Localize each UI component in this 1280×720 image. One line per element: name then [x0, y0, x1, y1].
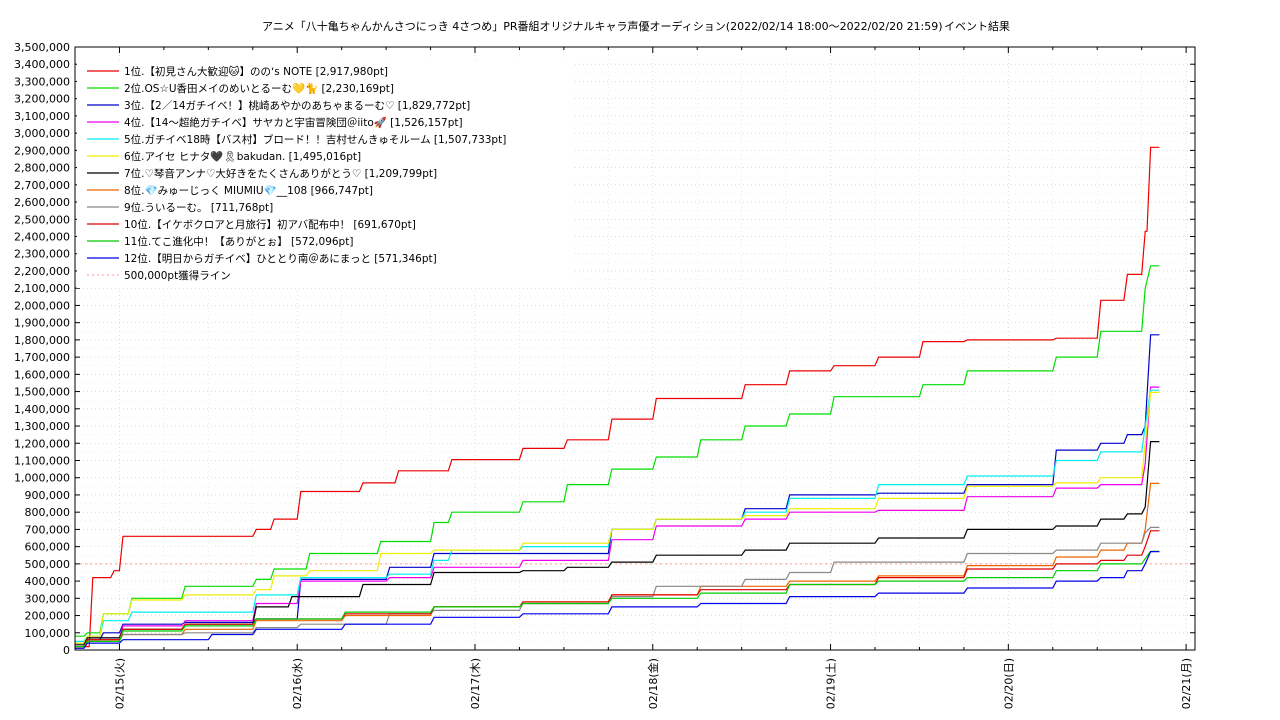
y-tick-label: 2,300,000 — [14, 248, 70, 261]
y-tick-label: 400,000 — [25, 575, 71, 588]
series-line-12 — [75, 550, 1160, 649]
y-tick-label: 1,600,000 — [14, 368, 70, 381]
y-tick-label: 2,400,000 — [14, 231, 70, 244]
y-tick-label: 2,700,000 — [14, 179, 70, 192]
y-tick-label: 900,000 — [25, 489, 71, 502]
y-tick-label: 1,500,000 — [14, 386, 70, 399]
y-tick-label: 200,000 — [25, 610, 71, 623]
y-tick-label: 0 — [63, 644, 70, 657]
legend-label-12: 12位.【明日からガチイベ】ひととり南＠あにまっと [571,346pt] — [124, 252, 437, 265]
legend-background — [77, 60, 572, 288]
y-tick-label: 3,500,000 — [14, 41, 70, 54]
legend: 1位.【初見さん大歓迎🐱】ののʻs NOTE [2,917,980pt] 2位.O… — [77, 60, 572, 288]
x-tick-label: 02/19(土) — [825, 658, 838, 709]
y-tick-label: 1,700,000 — [14, 351, 70, 364]
y-tick-label: 1,200,000 — [14, 437, 70, 450]
legend-label-2: 2位.OS☆U香田メイのめいとるーむ💛🐈 [2,230,169pt] — [124, 82, 394, 95]
legend-label-9: 9位.ういるーむ。 [711,768pt] — [124, 201, 273, 214]
chart-subtitle: イベント結果 — [944, 19, 1010, 33]
y-tick-label: 2,600,000 — [14, 196, 70, 209]
chart-title: アニメ「八十亀ちゃんかんさつにっき 4さつめ」PR番組オリジナルキャラ声優オーデ… — [262, 19, 943, 33]
y-tick-label: 2,100,000 — [14, 282, 70, 295]
series-line-7 — [75, 441, 1160, 646]
y-tick-label: 500,000 — [25, 558, 71, 571]
series-layer — [75, 146, 1160, 649]
series-line-11 — [75, 550, 1160, 648]
legend-label-1: 1位.【初見さん大歓迎🐱】ののʻs NOTE [2,917,980pt] — [124, 65, 388, 78]
y-tick-label: 800,000 — [25, 506, 71, 519]
y-tick-label: 1,900,000 — [14, 317, 70, 330]
legend-label-10: 10位.【イケボクロアと月旅行】初アバ配布中！ [691,670pt] — [124, 218, 416, 231]
x-tick-label: 02/21(月) — [1180, 658, 1193, 709]
x-tick-label: 02/18(金) — [646, 658, 660, 709]
y-tick-label: 1,400,000 — [14, 403, 70, 416]
axis-layer: 0 100,000 200,000 300,000 400,000 500,000 600,… — [14, 41, 1195, 709]
y-tick-label: 3,400,000 — [14, 58, 70, 71]
legend-label-11: 11位.てこ進化中！【ありがとぉ】 [572,096pt] — [124, 235, 353, 248]
y-tick-label: 2,000,000 — [14, 299, 70, 312]
y-tick-label: 1,800,000 — [14, 334, 70, 347]
x-tick-label: 02/15(火) — [113, 658, 126, 709]
y-tick-label: 2,900,000 — [14, 144, 70, 157]
legend-label-3: 3位.【2／14ガチイベ！】桃崎あやかのあちゃまるーむ♡ [1,829,772p… — [124, 99, 470, 112]
y-tick-label: 300,000 — [25, 592, 71, 605]
y-tick-label: 1,300,000 — [14, 420, 70, 433]
legend-label-5: 5位.ガチイベ18時【バス村】ブロード！！吉村せんきゅそルーム [1,507,7… — [124, 133, 506, 146]
series-line-10 — [75, 530, 1160, 648]
y-tick-label: 3,000,000 — [14, 127, 70, 140]
series-line-5 — [75, 389, 1160, 643]
series-line-6 — [75, 391, 1160, 644]
legend-label-reference: 500,000pt獲得ライン — [124, 269, 231, 282]
series-line-4 — [75, 386, 1160, 644]
plot-frame — [74, 46, 1196, 651]
y-tick-label: 700,000 — [25, 523, 71, 536]
series-line-2 — [75, 265, 1160, 637]
y-tick-label: 100,000 — [25, 627, 71, 640]
y-tick-label: 3,200,000 — [14, 93, 70, 106]
y-tick-label: 3,300,000 — [14, 75, 70, 88]
series-line-9 — [75, 526, 1160, 648]
legend-label-7: 7位.♡琴音アンナ♡大好きをたくさんありがとう♡ [1,209,799pt] — [124, 167, 437, 180]
legend-label-8: 8位.💎みゅーじっく MIUMIU💎__108 [966,747pt] — [124, 184, 373, 197]
x-tick-label: 02/16(水) — [291, 658, 304, 709]
y-tick-label: 3,100,000 — [14, 110, 70, 123]
y-tick-label: 2,800,000 — [14, 162, 70, 175]
legend-label-6: 6位.アイセ ヒナタ🖤🎗bakudan. [1,495,016pt] — [124, 150, 361, 163]
y-tick-label: 2,200,000 — [14, 265, 70, 278]
y-tick-label: 600,000 — [25, 541, 71, 554]
x-tick-label: 02/17(木) — [469, 658, 482, 709]
y-tick-label: 1,000,000 — [14, 472, 70, 485]
x-tick-label: 02/20(日) — [1002, 658, 1015, 709]
legend-label-4: 4位.【14〜超絶ガチイベ】サヤカと宇宙冒険団＠iito🚀 [1,526,157… — [124, 116, 463, 129]
series-line-1 — [75, 146, 1160, 648]
y-tick-label: 1,100,000 — [14, 454, 70, 467]
y-tick-label: 2,500,000 — [14, 213, 70, 226]
